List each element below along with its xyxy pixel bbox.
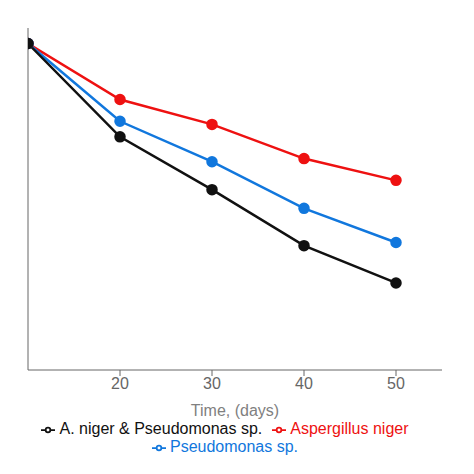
svg-text:20: 20 [111, 375, 129, 392]
html-text:A. niger & Pseudomonas sp.: A. niger & Pseudomonas sp. [59, 420, 263, 437]
svg-text:Time, (days): Time, (days) [191, 402, 279, 419]
html-text:Aspergillus niger: Aspergillus niger [290, 420, 409, 437]
svg-text:30: 30 [203, 375, 221, 392]
svg-text:40: 40 [295, 375, 313, 392]
svg-text:50: 50 [387, 375, 405, 392]
html-text:Pseudomonas sp.: Pseudomonas sp. [170, 438, 298, 455]
